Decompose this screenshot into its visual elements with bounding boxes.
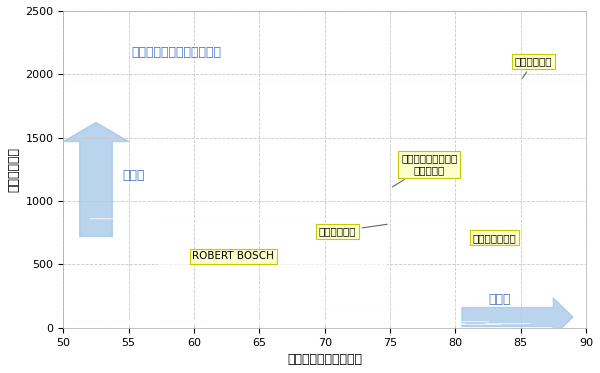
- Text: トヨタ自動車: トヨタ自動車: [515, 57, 553, 78]
- Text: 円の大きさ：有効特許件数: 円の大きさ：有効特許件数: [131, 46, 221, 59]
- Text: 日立オートモティブ
システムズ: 日立オートモティブ システムズ: [392, 154, 457, 187]
- Text: 本田技研工業: 本田技研工業: [319, 224, 387, 236]
- X-axis label: パテントスコア最高値: パテントスコア最高値: [287, 353, 362, 366]
- Text: 個別力: 個別力: [488, 294, 511, 306]
- FancyArrow shape: [64, 122, 128, 236]
- Text: 総合力: 総合力: [122, 169, 145, 182]
- Text: アドヴィックス: アドヴィックス: [473, 233, 517, 243]
- Y-axis label: 権利者スコア: 権利者スコア: [7, 147, 20, 192]
- Text: ROBERT BOSCH: ROBERT BOSCH: [192, 251, 274, 264]
- FancyArrow shape: [462, 298, 573, 336]
